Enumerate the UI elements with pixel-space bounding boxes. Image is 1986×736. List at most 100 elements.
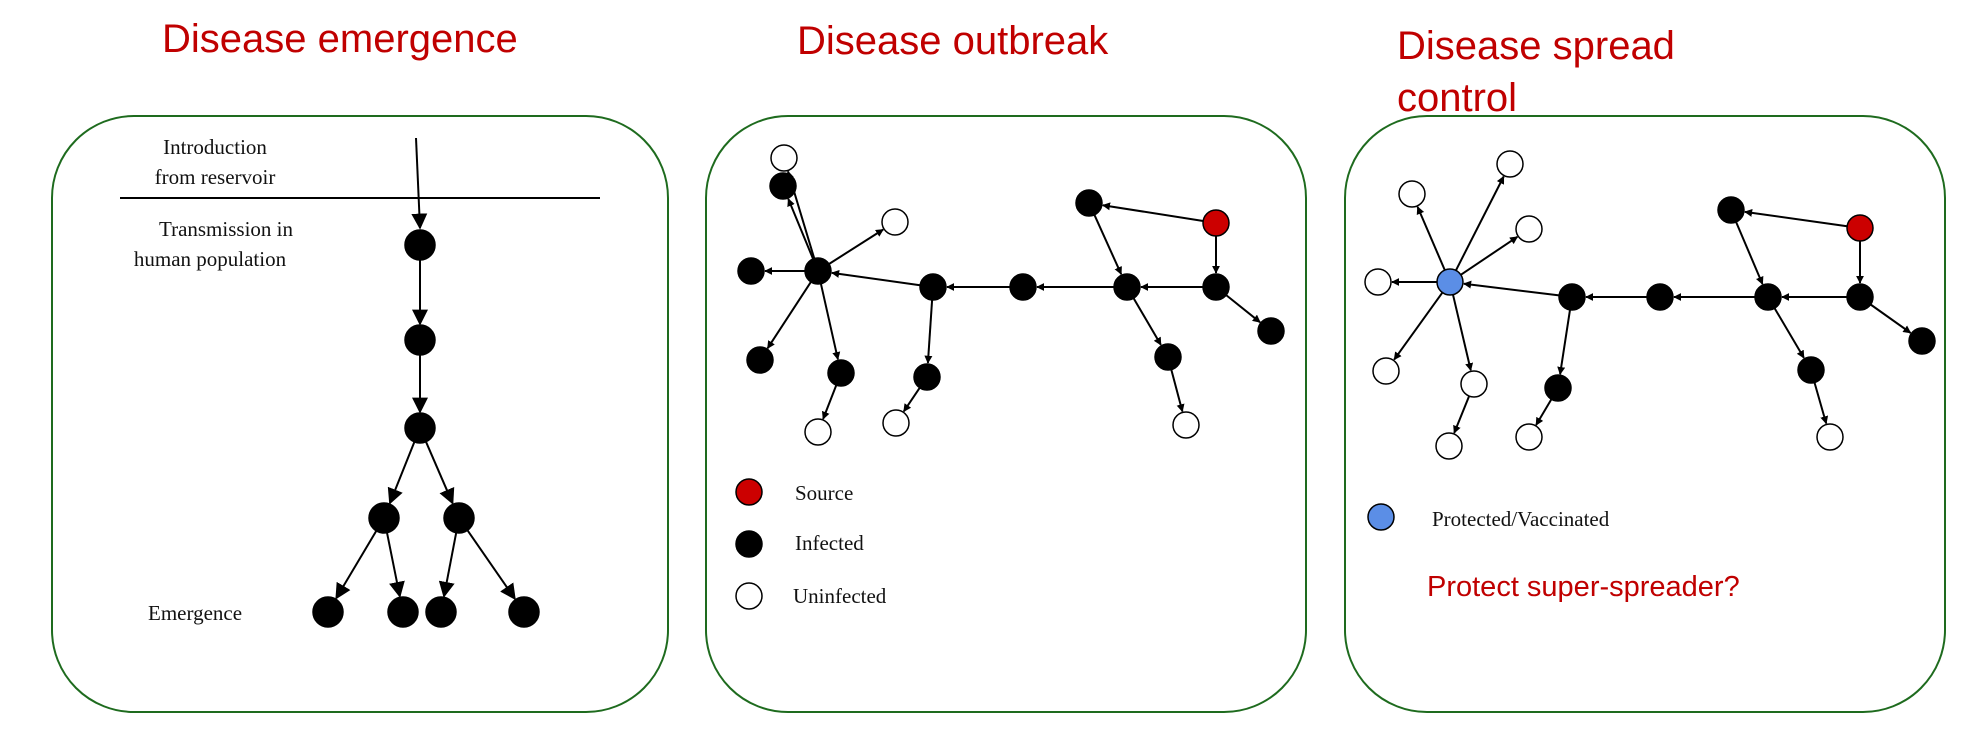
- legend-source-label: Source: [795, 481, 853, 505]
- outbreak-nodes: [737, 144, 1285, 446]
- infected-node: [919, 273, 947, 301]
- infected-node: [368, 502, 400, 534]
- title-disease-spread-control: Disease spread control: [1397, 24, 1675, 120]
- protected-node: [1436, 268, 1464, 296]
- transmission-edge: [1744, 208, 1848, 228]
- infected-node: [1908, 327, 1936, 355]
- transmission-edge: [1170, 369, 1185, 413]
- transmission-edge: [386, 532, 405, 598]
- transmission-edge: [1102, 202, 1204, 222]
- transmission-edge: [1452, 294, 1474, 372]
- uninfected-node: [1172, 411, 1200, 439]
- transmission-edge: [821, 384, 838, 420]
- transmission-edge: [1735, 221, 1764, 285]
- uninfected-node: [1496, 150, 1524, 178]
- transmission-edge: [766, 281, 812, 349]
- emergence-edges: [335, 137, 516, 601]
- legend-infected-marker: [735, 530, 763, 558]
- infected-node: [769, 172, 797, 200]
- legend-protected-label: Protected/Vaccinated: [1432, 507, 1610, 531]
- transmission-label-line1: Transmission in: [159, 217, 294, 241]
- uninfected-node: [1515, 423, 1543, 451]
- infected-node: [1754, 283, 1782, 311]
- uninfected-node: [1398, 180, 1426, 208]
- legend-uninfected-label: Uninfected: [793, 584, 887, 608]
- source-node: [1202, 209, 1230, 237]
- infected-node: [1154, 343, 1182, 371]
- uninfected-node: [1816, 423, 1844, 451]
- infected-node: [1646, 283, 1674, 311]
- infected-node: [1797, 356, 1825, 384]
- introduction-edge: [411, 137, 428, 230]
- transmission-edge: [831, 269, 921, 287]
- protect-super-spreader-note: Protect super-spreader?: [1427, 571, 1740, 603]
- legend-uninfected-marker: [735, 582, 763, 610]
- outbreak-network: [737, 144, 1285, 446]
- transmission-edge: [1416, 206, 1446, 271]
- transmission-edge: [1870, 303, 1912, 334]
- source-node: [1846, 214, 1874, 242]
- uninfected-node: [804, 418, 832, 446]
- control-edges: [1391, 175, 1912, 434]
- infected-node: [804, 257, 832, 285]
- uninfected-node: [1515, 215, 1543, 243]
- uninfected-node: [1372, 357, 1400, 385]
- title-disease-emergence: Disease emergence: [162, 17, 518, 61]
- emergence-label: Emergence: [148, 601, 242, 625]
- intro-label-line1: Introduction: [163, 135, 267, 159]
- transmission-edge: [1093, 214, 1123, 275]
- legend-source-marker: [735, 478, 763, 506]
- infected-node: [1113, 273, 1141, 301]
- outbreak-edges: [764, 170, 1261, 420]
- infected-node: [746, 346, 774, 374]
- transmission-edge: [1773, 307, 1805, 359]
- control-nodes: [1364, 150, 1936, 460]
- transmission-edge: [1455, 175, 1505, 271]
- transmission-edge: [902, 387, 921, 413]
- legend-protected-marker: [1367, 503, 1395, 531]
- outbreak-legend: Source Infected Uninfected: [735, 478, 887, 610]
- infected-node: [425, 596, 457, 628]
- transmission-edge: [819, 283, 841, 361]
- uninfected-node: [881, 208, 909, 236]
- emergence-nodes: [312, 229, 540, 628]
- infected-node: [1544, 374, 1572, 402]
- transmission-edge: [787, 198, 815, 260]
- panel-control: [1344, 115, 1946, 713]
- panel-outbreak: [705, 115, 1307, 713]
- transmission-edge: [438, 532, 458, 598]
- panel-emergence: [51, 115, 669, 713]
- infected-node: [1717, 196, 1745, 224]
- transmission-edge: [335, 530, 378, 600]
- infected-node: [404, 324, 436, 356]
- infected-node: [443, 502, 475, 534]
- infected-node: [1257, 317, 1285, 345]
- transmission-edge: [924, 299, 934, 364]
- uninfected-node: [1435, 432, 1463, 460]
- transmission-edge: [1463, 280, 1560, 297]
- intro-label-line2: from reservoir: [155, 165, 276, 189]
- infected-node: [1202, 273, 1230, 301]
- infected-node: [913, 363, 941, 391]
- uninfected-node: [882, 409, 910, 437]
- transmission-label-line2: human population: [134, 247, 287, 271]
- infected-node: [1009, 273, 1037, 301]
- infected-node: [737, 257, 765, 285]
- infected-node: [508, 596, 540, 628]
- title-disease-outbreak: Disease outbreak: [797, 19, 1109, 63]
- transmission-edge: [466, 529, 516, 601]
- transmission-edge: [1225, 294, 1261, 324]
- infected-node: [1846, 283, 1874, 311]
- control-legend: Protected/Vaccinated Protect super-sprea…: [1367, 503, 1740, 603]
- transmission-edge: [1132, 297, 1162, 346]
- transmission-edge: [1393, 292, 1444, 361]
- control-network: [1364, 150, 1936, 460]
- infected-node: [387, 596, 419, 628]
- transmission-edge: [387, 441, 416, 505]
- infected-node: [1558, 283, 1586, 311]
- transmission-edge: [1535, 398, 1553, 426]
- infected-node: [827, 359, 855, 387]
- uninfected-node: [770, 144, 798, 172]
- infected-node: [312, 596, 344, 628]
